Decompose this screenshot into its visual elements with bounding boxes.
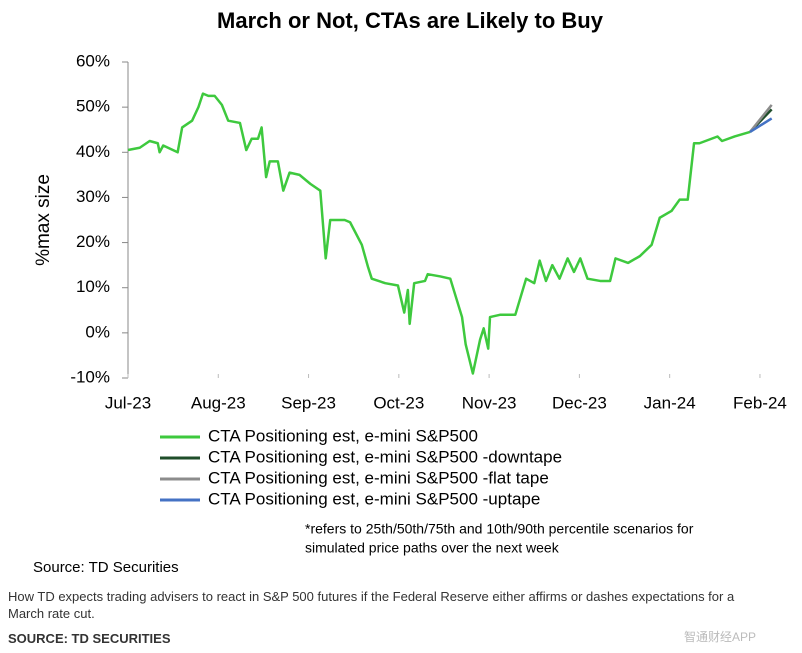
series-line [749,117,773,134]
y-tick-label: 0% [85,322,110,341]
x-tick-label: Jul-23 [105,393,151,412]
chart-title: March or Not, CTAs are Likely to Buy [217,8,604,33]
series-line [749,104,773,133]
x-tick-label: Feb-24 [733,393,787,412]
caption: How TD expects trading advisers to react… [8,589,735,604]
legend-label: CTA Positioning est, e-mini S&P500 -flat… [208,468,549,487]
watermark: 智通财经APP [684,630,757,644]
x-tick-label: Nov-23 [462,393,517,412]
x-tick-label: Oct-23 [373,393,424,412]
chart: March or Not, CTAs are Likely to Buy %ma… [33,8,787,576]
caption: March rate cut. [8,606,95,621]
legend-label: CTA Positioning est, e-mini S&P500 -down… [208,447,562,466]
legend-label: CTA Positioning est, e-mini S&P500 [208,426,478,445]
y-tick-label: 60% [76,51,110,70]
y-tick-label: 10% [76,277,110,296]
x-tick-label: Dec-23 [552,393,607,412]
x-tick-label: Jan-24 [644,393,696,412]
y-tick-label: 30% [76,187,110,206]
y-axis-label: %max size [33,174,54,266]
y-tick-label: -10% [70,367,110,386]
note: simulated price paths over the next week [305,540,560,556]
credit: SOURCE: TD SECURITIES [8,631,171,646]
x-tick-label: Aug-23 [191,393,246,412]
y-tick-label: 50% [76,97,110,116]
legend-label: CTA Positioning est, e-mini S&P500 -upta… [208,489,540,508]
y-tick-label: 20% [76,232,110,251]
note: *refers to 25th/50th/75th and 10th/90th … [305,521,694,537]
source: Source: TD Securities [33,559,179,576]
x-tick-label: Sep-23 [281,393,336,412]
series-line [127,92,751,375]
y-tick-label: 40% [76,142,110,161]
